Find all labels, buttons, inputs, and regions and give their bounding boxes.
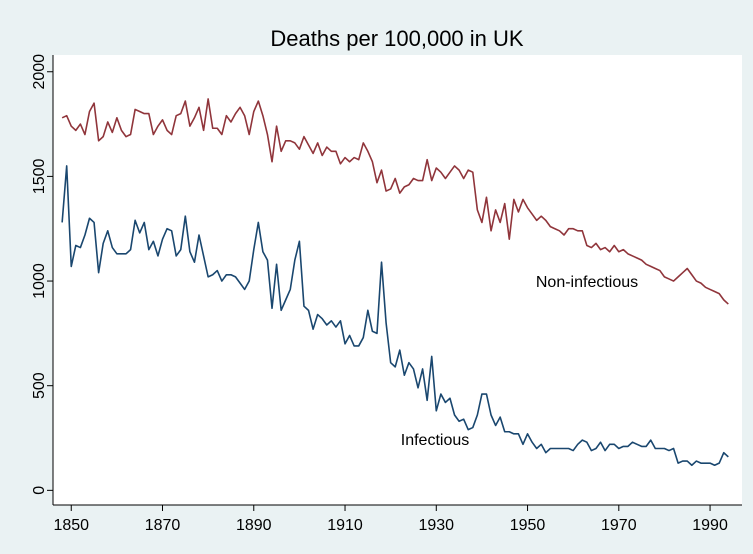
x-tick-label: 1890 — [236, 517, 272, 534]
y-tick-label: 500 — [31, 372, 48, 399]
y-tick-label: 1000 — [31, 263, 48, 299]
series-label: Non-infectious — [536, 274, 638, 291]
x-tick-label: 1930 — [418, 517, 454, 534]
plot-area — [53, 55, 742, 505]
series-label: Infectious — [401, 432, 469, 449]
series-line — [61, 98, 729, 305]
x-tick-label: 1910 — [327, 517, 363, 534]
x-tick-label: 1950 — [510, 517, 546, 534]
x-tick-label: 1990 — [692, 517, 728, 534]
x-tick-label: 1970 — [601, 517, 637, 534]
chart-title: Deaths per 100,000 in UK — [270, 26, 523, 51]
y-tick-label: 0 — [31, 486, 48, 495]
series-line — [61, 165, 729, 467]
y-tick-label: 1500 — [31, 158, 48, 194]
y-tick-label: 2000 — [31, 54, 48, 90]
x-tick-label: 1850 — [53, 517, 89, 534]
x-tick-label: 1870 — [145, 517, 181, 534]
